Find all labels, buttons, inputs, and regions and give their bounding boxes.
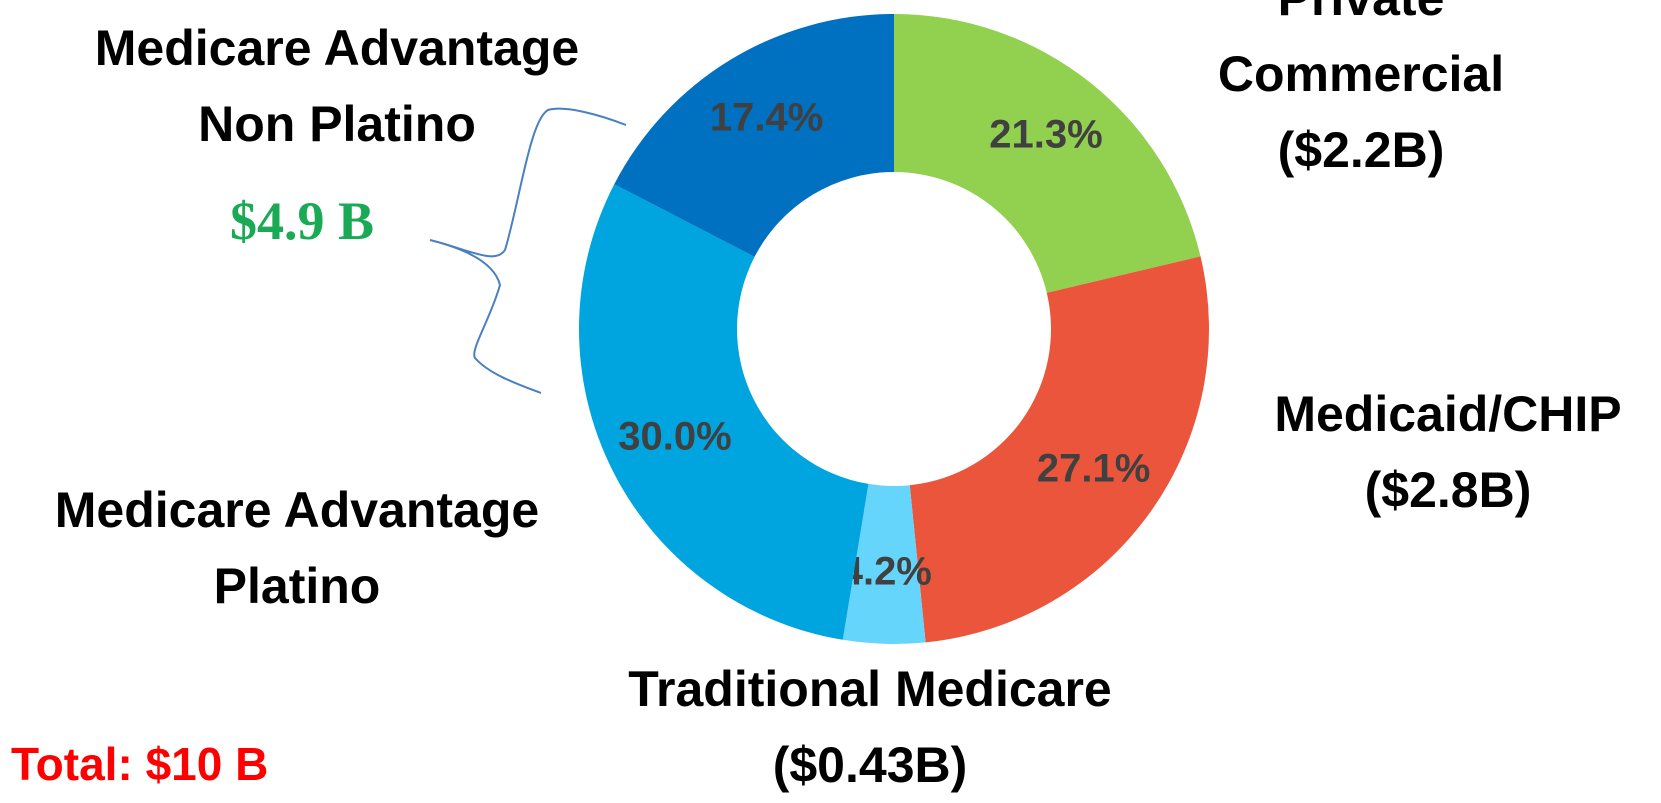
value-label: 17.4% [710,95,823,139]
slice [614,14,894,257]
annotation: Total: $10 B [11,738,269,790]
category-name: Traditional Medicare [628,661,1112,717]
category-label: Medicare Advantage Non Platino [95,10,579,162]
category-name: Private Commercial [1217,0,1505,102]
value-label: 27.1% [1037,447,1150,491]
value-label: 30.0% [618,414,731,458]
slice [578,184,869,640]
category-amount: ($2.2B) [1277,122,1445,178]
slice [909,256,1209,643]
bracket [429,107,627,394]
category-label: Medicare Advantage Platino [55,472,539,624]
category-amount: ($2.8B) [1364,462,1532,518]
category-name: Medicare Advantage Non Platino [94,20,580,152]
category-label: Medicaid/CHIP ($2.8B) [1274,376,1621,528]
category-label: Private Commercial ($2.2B) [1211,0,1511,188]
value-label: 21.3% [989,112,1102,156]
category-name: Medicaid/CHIP [1274,386,1622,442]
slice [894,14,1201,293]
annotation: $4.9 B [229,191,375,251]
slice [842,483,926,645]
category-label: Traditional Medicare ($0.43B) [628,651,1111,803]
category-amount: ($0.43B) [772,737,968,793]
category-name: Medicare Advantage Platino [54,482,540,614]
